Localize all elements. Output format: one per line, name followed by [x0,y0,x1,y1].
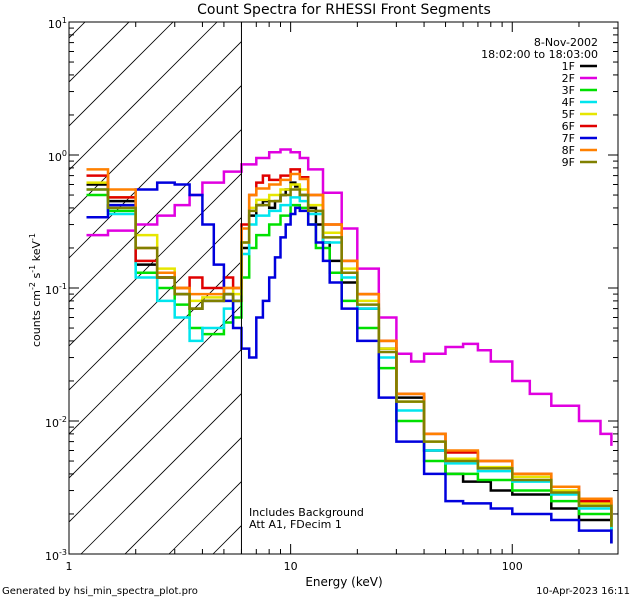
y-tick-label: 10-3 [45,548,67,563]
series-line-4f [86,188,613,531]
series-line-6f [86,168,613,520]
legend-label: 3F [562,84,575,97]
legend-label: 4F [562,96,575,109]
hatch-line [69,40,242,215]
hatch-line [69,22,218,171]
hatch-line [69,22,86,39]
attenuator-hatch-region [69,0,640,554]
hatch-line [69,260,242,435]
legend-label: 8F [562,144,575,157]
hatch-line [212,524,242,554]
hatch-line [69,128,242,303]
legend-time-range: 18:02:00 to 18:03:00 [481,48,598,61]
footer-timestamp: 10-Apr-2023 16:11 [536,586,630,597]
svg-text:100: 100 [48,149,67,164]
hatch-line [69,84,242,259]
svg-text:101: 101 [48,16,67,31]
x-tick-label: 100 [502,560,523,573]
hatch-line [257,0,640,554]
series-line-2f [86,148,613,446]
legend-label: 5F [562,108,575,121]
legend-label: 9F [562,156,575,169]
series-line-7f [86,181,613,544]
y-tick-label: 10-2 [45,415,67,430]
hatch-line [69,304,242,479]
series-line-8f [86,168,613,517]
svg-text:10-1: 10-1 [45,282,67,297]
hatch-line [69,22,174,127]
series-line-5f [86,181,613,527]
footer-generated-by: Generated by hsi_min_spectra_plot.pro [2,586,198,597]
y-axis-label: counts cm-2 s-1 keV-1 [28,233,43,347]
x-axis-label: Energy (keV) [305,575,382,589]
axis-ticks [68,21,619,555]
legend-label: 6F [562,120,575,133]
y-tick-label: 100 [48,149,67,164]
y-tick-label: 10-1 [45,282,67,297]
y-tick-label: 101 [48,16,67,31]
annotation-attenuator: Att A1, FDecim 1 [249,518,342,531]
hatch-line [69,22,130,83]
legend-date: 8-Nov-2002 [534,36,598,49]
annotation-background: Includes Background [249,506,364,519]
legend-label: 1F [562,60,575,73]
x-tick-label: 10 [284,560,298,573]
svg-text:10-3: 10-3 [45,548,67,563]
series-line-9f [86,188,613,527]
legend-label: 2F [562,72,575,85]
series-layer [86,148,613,544]
x-tick-label: 1 [66,560,73,573]
svg-text:10-2: 10-2 [45,415,67,430]
hatch-line [69,216,242,391]
legend-label: 7F [562,132,575,145]
hatch-line [80,392,242,554]
hatch-line [69,348,242,523]
chart-title: Count Spectra for RHESSI Front Segments [197,2,491,18]
hatch-line [124,436,242,554]
